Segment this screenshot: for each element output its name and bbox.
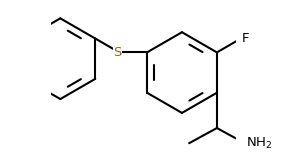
- Text: S: S: [113, 46, 122, 59]
- Text: NH$_2$: NH$_2$: [246, 136, 272, 151]
- Text: F: F: [242, 32, 250, 45]
